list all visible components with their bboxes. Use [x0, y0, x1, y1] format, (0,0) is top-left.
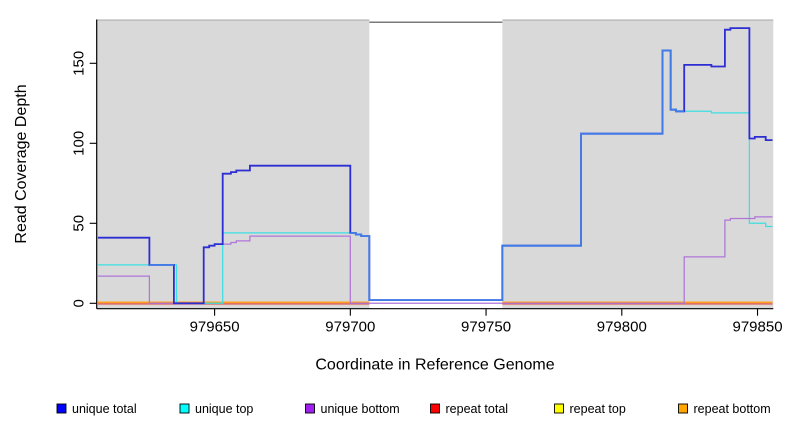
- legend-entry: unique total: [56, 402, 137, 416]
- legend-swatch: [678, 403, 688, 414]
- legend-swatch: [554, 403, 564, 414]
- legend-label: unique top: [195, 402, 253, 416]
- axis-layer: 979650 979700 979750 979800 979850 0 50 100 150: [71, 19, 783, 336]
- legend-swatch: [179, 403, 190, 414]
- y-tick-label: 50: [71, 215, 88, 232]
- legend: unique total unique top unique bottom repea…: [56, 402, 771, 416]
- legend-label: repeat top: [570, 402, 626, 416]
- x-tick-label: 979650: [190, 319, 240, 336]
- legend-entry: repeat top: [554, 402, 626, 416]
- series-line-unique-total-overlap-segment: [149, 49, 685, 301]
- legend-swatch: [430, 403, 440, 414]
- legend-entry: repeat total: [430, 402, 509, 416]
- y-tick-label: 0: [71, 299, 88, 307]
- legend-entry: repeat bottom: [678, 402, 771, 416]
- panel-layer: [96, 19, 774, 309]
- legend-label: repeat total: [446, 402, 509, 416]
- legend-entry: unique top: [179, 402, 253, 416]
- y-tick-label: 100: [71, 131, 88, 156]
- legend-swatch: [56, 403, 67, 414]
- legend-swatch: [305, 403, 315, 414]
- x-tick-label: 979850: [732, 319, 782, 336]
- legend-label: unique total: [72, 402, 137, 416]
- legend-label: repeat bottom: [694, 402, 771, 416]
- legend-label: unique bottom: [321, 402, 400, 416]
- series-layer: [97, 27, 773, 305]
- x-tick-label: 979800: [597, 319, 647, 336]
- legend-entry: unique bottom: [305, 402, 400, 416]
- x-tick-label: 979750: [461, 319, 511, 336]
- masked-region: [369, 19, 503, 309]
- y-axis-title: Read Coverage Depth: [13, 84, 30, 243]
- x-tick-label: 979700: [325, 319, 375, 336]
- x-axis-title: Coordinate in Reference Genome: [315, 357, 554, 374]
- y-tick-label: 150: [71, 51, 88, 76]
